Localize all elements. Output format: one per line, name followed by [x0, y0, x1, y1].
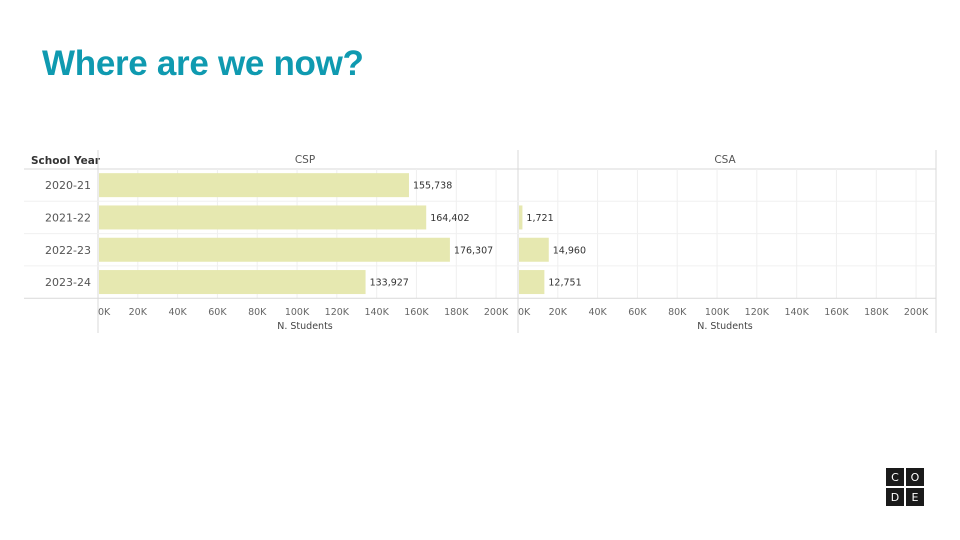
x-tick-label: 80K: [668, 307, 687, 318]
x-tick-label: 40K: [588, 307, 607, 318]
bar-csp-2021-22: [99, 205, 427, 230]
x-tick-label: 180K: [864, 307, 889, 318]
x-tick-label: 0K: [98, 307, 111, 318]
x-tick-label: 120K: [745, 307, 770, 318]
x-tick-label: 40K: [168, 307, 187, 318]
x-tick-label: 160K: [404, 307, 429, 318]
category-label: 2020-21: [45, 179, 91, 192]
row-header-label: School Year: [31, 155, 101, 167]
x-tick-label: 60K: [208, 307, 227, 318]
logo-letter: C: [886, 468, 904, 486]
x-tick-label: 100K: [285, 307, 310, 318]
bar-csp-2022-23: [99, 237, 450, 262]
category-label: 2022-23: [45, 244, 91, 257]
logo-letter: O: [906, 468, 924, 486]
bar-csa-2021-22: [519, 205, 523, 230]
x-tick-label: 20K: [549, 307, 568, 318]
panel-header-csa: CSA: [714, 154, 736, 166]
x-tick-label: 180K: [444, 307, 469, 318]
x-tick-label: 140K: [784, 307, 809, 318]
x-tick-label: 140K: [364, 307, 389, 318]
x-tick-label: 100K: [705, 307, 730, 318]
code-org-logo: C O D E: [886, 468, 924, 506]
logo-letter: D: [886, 488, 904, 506]
x-tick-label: 80K: [248, 307, 267, 318]
x-tick-label: 20K: [129, 307, 148, 318]
bar-csp-2023-24: [99, 270, 366, 295]
x-tick-label: 200K: [904, 307, 929, 318]
category-label: 2023-24: [45, 276, 91, 289]
value-label: 14,960: [553, 245, 586, 256]
x-tick-label: 160K: [824, 307, 849, 318]
x-axis-title: N. Students: [277, 321, 333, 332]
value-label: 155,738: [413, 181, 452, 192]
panel-header-csp: CSP: [295, 154, 315, 166]
bar-csa-2023-24: [519, 270, 545, 295]
bar-csp-2020-21: [99, 173, 409, 198]
value-label: 176,307: [454, 245, 493, 256]
x-tick-label: 120K: [325, 307, 350, 318]
slide-title: Where are we now?: [42, 44, 364, 83]
x-tick-label: 60K: [628, 307, 647, 318]
x-axis-title: N. Students: [697, 321, 753, 332]
value-label: 12,751: [548, 278, 581, 289]
logo-letter: E: [906, 488, 924, 506]
bar-csa-2022-23: [519, 237, 549, 262]
value-label: 1,721: [526, 213, 553, 224]
value-label: 133,927: [370, 278, 409, 289]
value-label: 164,402: [430, 213, 469, 224]
x-tick-label: 200K: [484, 307, 509, 318]
x-tick-label: 0K: [518, 307, 531, 318]
category-label: 2021-22: [45, 211, 91, 224]
